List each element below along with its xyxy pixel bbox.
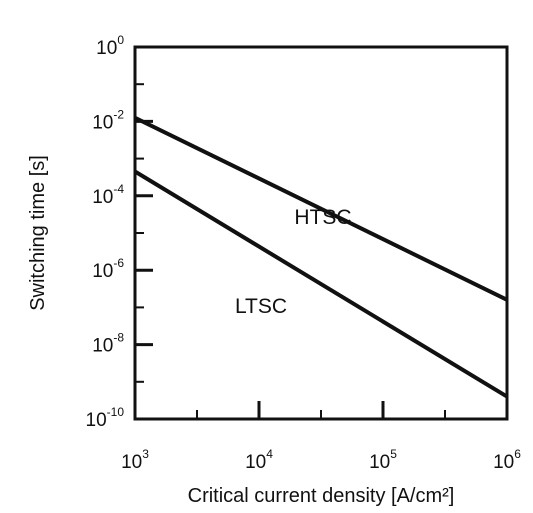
series-labels: HTSC LTSC <box>235 206 352 318</box>
y-tick-label: 10-8 <box>92 331 124 357</box>
series-label-htsc: HTSC <box>294 206 351 229</box>
series-line-ltsc <box>133 169 509 399</box>
series-lines <box>133 116 509 399</box>
series-label-ltsc: LTSC <box>235 295 287 318</box>
y-tick-label: 10-4 <box>92 182 124 208</box>
y-axis-title: Switching time [s] <box>27 155 49 311</box>
y-tick-label: 10-2 <box>92 107 124 133</box>
x-tick-label: 105 <box>369 447 397 473</box>
x-axis-title: Critical current density [A/cm²] <box>188 485 455 507</box>
y-tick-label: 10-6 <box>92 256 124 282</box>
series-line-htsc <box>134 116 508 302</box>
y-axis-ticks: 100 10-2 10-4 10-6 10-8 10-10 <box>86 33 153 431</box>
y-tick-label: 10-10 <box>86 405 125 431</box>
x-tick-label: 106 <box>493 447 521 473</box>
y-tick-label: 100 <box>96 33 124 59</box>
x-tick-label: 104 <box>245 447 273 473</box>
x-tick-label: 103 <box>121 447 149 473</box>
x-axis-ticks: 103 104 105 106 <box>121 401 521 473</box>
